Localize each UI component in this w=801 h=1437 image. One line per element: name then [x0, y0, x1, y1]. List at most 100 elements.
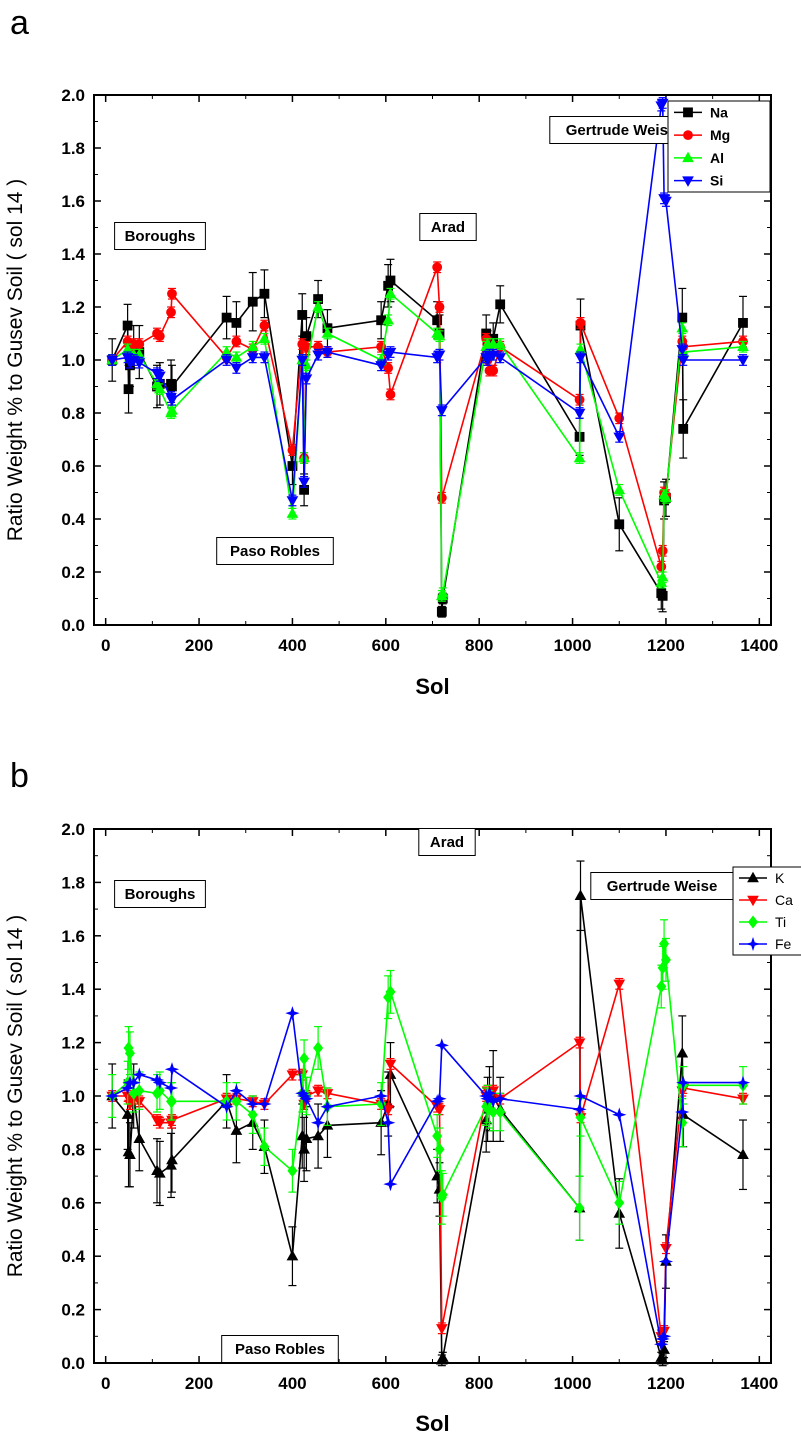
y-tick-label: 0.8 — [61, 404, 85, 423]
data-point — [230, 1124, 243, 1135]
y-tick-label: 0.6 — [61, 457, 85, 476]
data-point — [494, 337, 507, 349]
data-point — [660, 491, 672, 503]
data-point — [432, 315, 443, 326]
data-point — [301, 331, 312, 342]
data-point — [165, 1159, 177, 1170]
data-point — [219, 1099, 234, 1114]
data-point — [660, 196, 672, 208]
chart-panel-a: a 0.0 0.2 0.4 0.6 0.8 1.0 1.2 1.4 1.6 1.8 2.0 0 200 40… — [0, 0, 801, 700]
y-tick-label: 1.8 — [61, 873, 85, 892]
data-point — [259, 1140, 270, 1154]
x-axis-label: Sol — [415, 1411, 449, 1436]
data-point — [152, 1075, 167, 1090]
x-tick-label: 1200 — [647, 1374, 685, 1393]
data-point — [656, 1329, 672, 1344]
data-point — [676, 1075, 691, 1090]
data-point — [384, 347, 397, 359]
series-fe — [105, 1006, 751, 1352]
data-point — [737, 340, 749, 351]
data-point — [677, 355, 690, 367]
data-point — [678, 423, 689, 434]
data-point — [287, 1164, 298, 1178]
y-tick-label: 1.8 — [61, 139, 85, 158]
y-tick-label: 1.6 — [61, 192, 85, 211]
data-point — [573, 451, 586, 463]
legend-label: Ca — [775, 892, 793, 908]
y-tick-label: 1.6 — [61, 927, 85, 946]
data-point — [735, 1075, 751, 1090]
data-point — [738, 317, 748, 328]
data-point — [572, 1102, 587, 1117]
y-axis-label: Ratio Weight % to Gusev Soil ( sol 14 ) — [4, 915, 27, 1278]
data-point — [259, 320, 270, 331]
data-point — [658, 1254, 674, 1269]
data-point — [166, 307, 176, 318]
data-point — [221, 312, 232, 323]
x-tick-label: 0 — [101, 1374, 110, 1393]
data-point — [163, 1080, 179, 1096]
data-point — [312, 1086, 324, 1097]
data-point — [231, 1094, 242, 1108]
x-tick-label: 800 — [465, 636, 493, 655]
data-point — [659, 937, 670, 951]
data-point — [247, 296, 258, 307]
plot-frame — [93, 94, 772, 626]
chart-panel-b: b 0.0 0.2 0.4 0.6 0.8 1.0 1.2 1.4 1.6 1.8 2.0 0 200 40… — [0, 745, 801, 1437]
y-tick-label: 0.0 — [61, 616, 85, 635]
data-point — [310, 1115, 326, 1130]
annotation-label: Arad — [430, 834, 464, 851]
data-point — [258, 332, 271, 344]
data-point — [286, 496, 299, 507]
data-point — [488, 365, 499, 376]
legend-marker — [747, 915, 759, 929]
data-point — [492, 1091, 508, 1106]
annotation-box — [419, 213, 477, 241]
x-tick-label: 1400 — [740, 636, 778, 655]
data-point — [575, 317, 586, 328]
series-line-al — [111, 292, 744, 597]
data-point — [300, 374, 313, 385]
data-point — [433, 350, 446, 361]
data-point — [737, 1148, 749, 1159]
legend-label: Al — [710, 150, 724, 166]
data-point — [655, 576, 668, 587]
data-point — [574, 889, 587, 900]
legend-box — [732, 866, 801, 956]
y-tick-label: 1.4 — [61, 980, 85, 999]
y-tick-label: 1.2 — [61, 298, 85, 317]
data-point — [482, 1086, 497, 1101]
data-point — [654, 1337, 669, 1352]
data-point — [434, 1038, 449, 1053]
data-point — [613, 483, 626, 495]
x-tick-label: 1000 — [554, 1374, 592, 1393]
legend-marker — [683, 130, 693, 141]
data-point — [154, 1084, 165, 1098]
y-tick-label: 0.2 — [61, 563, 85, 582]
data-point — [676, 1047, 689, 1058]
data-point — [126, 1075, 141, 1090]
y-tick-label: 2.0 — [61, 86, 85, 105]
legend-marker — [682, 176, 694, 187]
data-point — [166, 404, 178, 415]
data-point — [124, 1046, 135, 1060]
data-point — [106, 355, 119, 367]
data-point — [231, 317, 242, 328]
data-point — [656, 571, 669, 582]
data-point — [287, 461, 298, 471]
x-tick-label: 200 — [185, 1374, 213, 1393]
legend-label: Na — [710, 104, 728, 120]
data-point — [573, 1088, 588, 1104]
data-point — [258, 353, 271, 364]
data-point — [300, 1132, 313, 1143]
x-tick-label: 0 — [101, 636, 110, 655]
data-point — [245, 1096, 260, 1112]
data-point — [384, 1059, 397, 1071]
data-point — [485, 1094, 501, 1109]
data-point — [300, 359, 313, 370]
data-point — [321, 347, 334, 359]
annotation-label: Paso Robles — [235, 1341, 325, 1358]
data-point — [434, 302, 445, 312]
data-point — [737, 355, 749, 367]
chart-a-svg: a 0.0 0.2 0.4 0.6 0.8 1.0 1.2 1.4 1.6 1.8 2.0 0 200 40… — [4, 4, 778, 699]
